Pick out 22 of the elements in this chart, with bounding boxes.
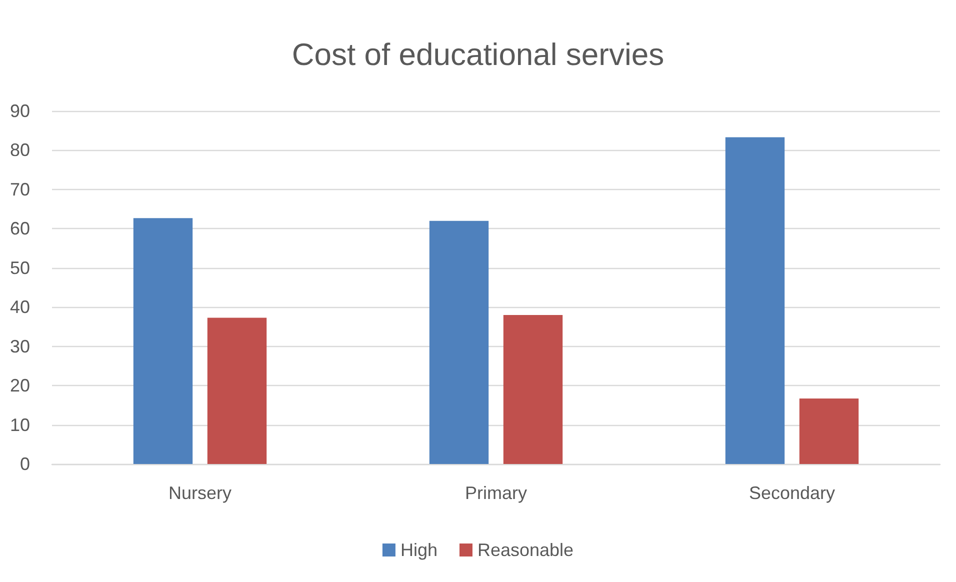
bar	[725, 137, 785, 464]
chart-title: Cost of educational servies	[292, 37, 664, 72]
y-tick-label: 90	[10, 101, 30, 121]
y-tick-label: 40	[10, 297, 30, 318]
bar	[207, 318, 267, 464]
x-tick-label: Secondary	[748, 483, 836, 503]
bar	[429, 220, 489, 464]
y-tick-label: 60	[10, 218, 30, 239]
bar	[799, 398, 859, 464]
legend-label: Reasonable	[477, 540, 574, 560]
legend-label: High	[400, 540, 438, 560]
y-tick-label: 50	[10, 258, 30, 278]
y-tick-label: 0	[20, 454, 30, 474]
y-tick-label: 70	[10, 179, 30, 200]
x-tick-label: Nursery	[168, 483, 232, 503]
y-tick-label: 10	[10, 414, 30, 435]
y-tick-label: 30	[10, 336, 30, 356]
y-tick-label: 20	[10, 376, 30, 396]
bar	[133, 218, 193, 464]
bar	[503, 314, 563, 464]
x-tick-label: Primary	[465, 483, 527, 503]
y-tick-label: 80	[10, 140, 30, 160]
